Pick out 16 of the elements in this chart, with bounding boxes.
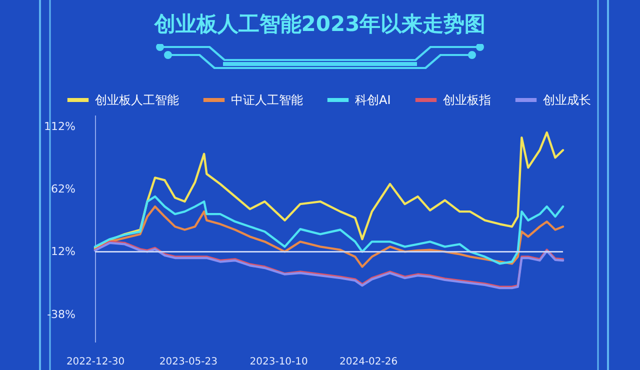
x-tick-label: 2023-05-23: [159, 356, 218, 368]
y-tick-label: -38%: [47, 308, 76, 321]
legend-label: 中证人工智能: [231, 93, 303, 107]
y-tick-label: 112%: [44, 120, 76, 133]
legend-label: 创业板指: [443, 93, 491, 107]
line-series: [94, 131, 564, 250]
line-series: [94, 195, 564, 265]
legend-label: 创业板人工智能: [95, 93, 179, 107]
x-tick-label: 2022-12-30: [66, 356, 125, 368]
x-tick-label: 2024-02-26: [339, 356, 398, 368]
legend-label: 创业成长: [543, 93, 591, 107]
legend-label: 科创AI: [355, 93, 391, 107]
y-tick-label: 62%: [51, 182, 76, 196]
chart-title: 创业板人工智能2023年以来走势图: [153, 11, 487, 38]
x-tick-label: 2023-10-10: [250, 356, 308, 368]
y-tick-label: 12%: [51, 245, 76, 258]
